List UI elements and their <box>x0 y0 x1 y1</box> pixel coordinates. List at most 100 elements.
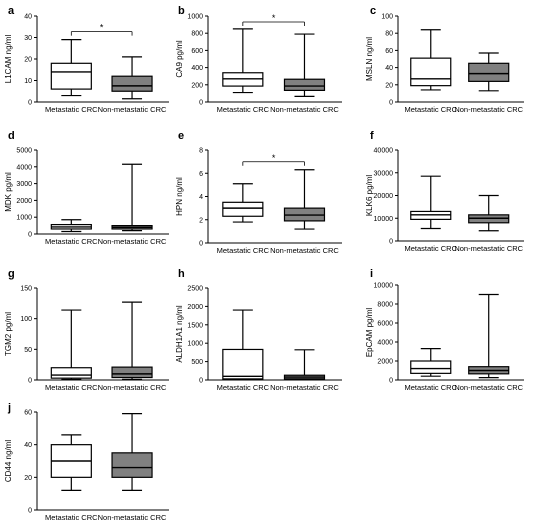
category-label: Metastatic CRC <box>45 513 98 522</box>
y-tick-label: 10000 <box>374 216 394 223</box>
y-tick-label: 30000 <box>374 170 394 177</box>
y-tick-label: 100 <box>20 316 32 323</box>
y-tick-label: 0 <box>389 239 393 246</box>
y-tick-label: 30 <box>24 35 32 42</box>
panel-b: b 0 200 400 600 800 1000 CA9 pg/ml Metastatic CR… <box>175 5 342 114</box>
y-tick-label: 1500 <box>187 322 203 329</box>
category-label: Non-metastatic CRC <box>98 105 167 114</box>
y-tick-label: 400 <box>191 65 203 72</box>
y-tick-label: 0 <box>199 378 203 385</box>
y-tick-label: 0 <box>28 232 32 239</box>
y-tick-label: 1000 <box>187 341 203 348</box>
y-tick-label: 20 <box>24 57 32 64</box>
y-tick-label: 2500 <box>187 286 203 293</box>
y-tick-label: 4000 <box>377 340 393 347</box>
box-non-metastatic <box>111 452 153 478</box>
panel-h: h 0 500 1000 1500 2000 2500 ALDH1A1 ng/ml Metast… <box>175 268 342 392</box>
box-metastatic <box>410 360 452 374</box>
y-tick-label: 4 <box>199 194 203 201</box>
y-tick-label: 2000 <box>377 359 393 366</box>
y-tick-label: 100 <box>381 14 393 21</box>
y-tick-label: 2000 <box>187 304 203 311</box>
y-tick-label: 20 <box>24 475 32 482</box>
y-tick-label: 8 <box>199 148 203 155</box>
category-label: Non-metastatic CRC <box>98 513 167 522</box>
category-label: Non-metastatic CRC <box>454 105 523 114</box>
box-non-metastatic <box>111 75 153 92</box>
category-label: Non-metastatic CRC <box>454 383 523 392</box>
y-tick-label: 200 <box>191 82 203 89</box>
box-metastatic <box>410 57 452 87</box>
category-label: Non-metastatic CRC <box>270 246 339 255</box>
y-tick-label: 40 <box>24 442 32 449</box>
panel-letter: g <box>8 268 15 280</box>
y-tick-label: 8000 <box>377 302 393 309</box>
y-tick-label: 0 <box>28 378 32 385</box>
y-axis-label: EpCAM pg/ml <box>365 308 374 358</box>
y-tick-label: 0 <box>199 100 203 107</box>
y-tick-label: 6 <box>199 171 203 178</box>
y-tick-label: 5000 <box>16 148 32 155</box>
box-metastatic <box>50 367 92 379</box>
y-tick-label: 40 <box>385 65 393 72</box>
panel-d: d 0 1000 2000 3000 4000 5000 MDK pg/ml Metastati… <box>4 130 169 246</box>
y-tick-label: 60 <box>24 410 32 417</box>
panel-g: g 0 50 100 150 TGM2 pg/ml Metastatic CRC Non-me… <box>4 268 169 392</box>
category-label: Metastatic CRC <box>405 244 458 253</box>
y-tick-label: 150 <box>20 286 32 293</box>
category-label: Non-metastatic CRC <box>454 244 523 253</box>
panel-letter: e <box>178 130 184 142</box>
category-label: Non-metastatic CRC <box>270 105 339 114</box>
sig-asterisk: * <box>272 153 276 163</box>
category-label: Non-metastatic CRC <box>98 237 167 246</box>
box-non-metastatic <box>468 62 510 82</box>
y-tick-label: 0 <box>389 100 393 107</box>
panel-letter: f <box>370 130 374 142</box>
y-tick-label: 1000 <box>187 14 203 21</box>
box-non-metastatic <box>111 366 153 379</box>
y-tick-label: 20000 <box>374 193 394 200</box>
panel-letter: j <box>7 402 11 414</box>
panel-i: i 0 2000 4000 6000 8000 10000 EpCAM pg/ml Metast… <box>365 268 524 392</box>
panel-letter: i <box>370 268 373 280</box>
box-metastatic <box>222 201 264 217</box>
y-tick-label: 6000 <box>377 321 393 328</box>
y-tick-label: 10 <box>24 78 32 85</box>
y-tick-label: 4000 <box>16 164 32 171</box>
y-tick-label: 80 <box>385 31 393 38</box>
category-label: Non-metastatic CRC <box>270 383 339 392</box>
panel-e: e 0 2 4 6 8 HPN ng/ml Metastatic CRC Non-metasta… <box>175 130 342 255</box>
y-axis-label: MDK pg/ml <box>4 172 13 212</box>
y-axis-label: CD44 ng/ml <box>4 440 13 482</box>
panel-letter: h <box>178 268 185 280</box>
y-tick-label: 600 <box>191 48 203 55</box>
panel-letter: c <box>370 5 376 17</box>
y-tick-label: 50 <box>24 347 32 354</box>
sig-asterisk: * <box>272 13 276 23</box>
y-tick-label: 40000 <box>374 148 394 155</box>
category-label: Metastatic CRC <box>217 246 270 255</box>
y-tick-label: 2000 <box>16 198 32 205</box>
y-tick-label: 500 <box>191 359 203 366</box>
box-non-metastatic <box>283 78 326 91</box>
y-tick-label: 40 <box>24 14 32 21</box>
category-label: Metastatic CRC <box>405 105 458 114</box>
box-metastatic <box>50 62 92 90</box>
category-label: Metastatic CRC <box>45 105 98 114</box>
y-tick-label: 0 <box>389 378 393 385</box>
y-axis-label: TGM2 pg/ml <box>4 312 13 356</box>
y-tick-label: 20 <box>385 82 393 89</box>
y-axis-label: ALDH1A1 ng/ml <box>175 305 184 363</box>
category-label: Metastatic CRC <box>217 383 270 392</box>
panel-c: c 0 20 40 60 80 100 MSLN ng/ml Metastatic CRCNon… <box>365 5 524 114</box>
category-label: Metastatic CRC <box>217 105 270 114</box>
sig-asterisk: * <box>100 23 104 33</box>
y-tick-label: 800 <box>191 31 203 38</box>
panel-letter: a <box>8 5 15 17</box>
category-label: Metastatic CRC <box>405 383 458 392</box>
y-tick-label: 1000 <box>16 215 32 222</box>
y-tick-label: 3000 <box>16 181 32 188</box>
box-metastatic <box>222 348 264 380</box>
